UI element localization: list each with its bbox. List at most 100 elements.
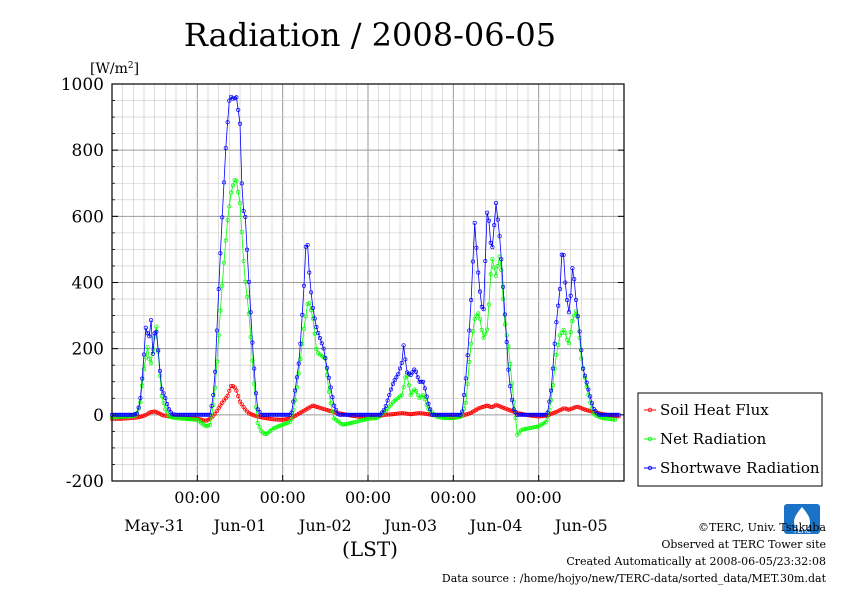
- data-point: [141, 367, 147, 372]
- data-point: [239, 402, 244, 407]
- series-line: [111, 179, 616, 436]
- data-point: [207, 412, 212, 417]
- data-point: [218, 403, 223, 408]
- data-point: [325, 365, 330, 371]
- data-point: [262, 432, 267, 437]
- data-point: [460, 409, 465, 414]
- data-point: [309, 290, 314, 295]
- data-source-text: Data source : /home/hojyo/new/TERC-data/…: [441, 572, 826, 585]
- data-point: [300, 312, 305, 317]
- data-point: [502, 406, 507, 411]
- y-tick-label: 600: [72, 207, 104, 227]
- data-point: [467, 411, 472, 416]
- data-point: [579, 356, 584, 361]
- data-point: [415, 375, 420, 380]
- data-point: [581, 406, 586, 411]
- data-point: [549, 388, 554, 393]
- data-point: [234, 95, 239, 100]
- data-point: [245, 294, 250, 299]
- data-point: [481, 335, 486, 340]
- data-point: [383, 403, 388, 409]
- data-point: [278, 423, 283, 428]
- y-tick-label: -200: [66, 472, 104, 492]
- data-point: [410, 390, 415, 395]
- data-point: [413, 369, 419, 374]
- data-point: [467, 328, 472, 333]
- data-point: [234, 178, 239, 184]
- data-point: [255, 407, 260, 412]
- data-point: [508, 384, 513, 389]
- observed-text: Observed at TERC Tower site: [661, 538, 826, 551]
- data-point: [141, 413, 147, 418]
- data-point: [134, 411, 139, 416]
- data-point: [289, 417, 294, 422]
- data-point: [495, 217, 500, 222]
- data-point: [213, 369, 218, 374]
- data-point: [476, 406, 481, 411]
- data-point: [490, 245, 495, 250]
- data-point: [463, 376, 468, 381]
- data-point: [579, 348, 584, 353]
- data-point: [474, 314, 479, 319]
- data-point: [157, 368, 163, 374]
- data-point: [150, 351, 155, 356]
- data-point: [495, 403, 500, 408]
- data-point: [305, 242, 310, 248]
- data-point: [161, 400, 166, 406]
- data-point: [252, 381, 257, 387]
- data-point: [557, 333, 563, 338]
- data-point: [566, 310, 571, 315]
- legend-marker: [647, 436, 653, 442]
- data-point: [470, 259, 475, 264]
- data-point: [154, 410, 159, 415]
- data-point: [413, 388, 419, 393]
- data-point: [243, 214, 248, 220]
- data-point: [421, 379, 426, 384]
- data-point: [504, 340, 509, 345]
- data-point: [246, 279, 251, 284]
- data-point: [239, 181, 244, 186]
- data-point: [250, 412, 255, 417]
- data-point: [573, 297, 579, 302]
- data-point: [485, 403, 490, 408]
- data-point: [485, 210, 490, 215]
- data-point: [348, 421, 353, 426]
- data-point: [237, 399, 243, 404]
- chart-title: Radiation / 2008-06-05: [184, 16, 556, 54]
- data-point: [227, 388, 232, 393]
- data-point: [488, 405, 493, 410]
- data-point: [221, 260, 227, 265]
- data-point: [303, 314, 308, 319]
- data-point: [501, 405, 506, 410]
- series-shortwave-radiation: [109, 94, 621, 417]
- copyright-text: ©TERC, Univ. Tsukuba: [697, 521, 826, 534]
- series-net-radiation: [109, 177, 618, 437]
- data-point: [239, 229, 244, 235]
- y-axis-label-end: ]: [134, 61, 139, 77]
- data-point: [140, 414, 145, 419]
- data-point: [584, 380, 589, 385]
- data-point: [577, 335, 582, 340]
- data-point: [469, 298, 474, 303]
- data-point: [501, 284, 506, 289]
- data-point: [252, 413, 257, 418]
- data-point: [577, 329, 582, 334]
- data-point: [588, 409, 593, 414]
- data-point: [213, 411, 218, 416]
- data-point: [474, 245, 479, 250]
- data-point: [149, 318, 154, 323]
- data-point: [415, 392, 420, 398]
- data-point: [465, 353, 470, 358]
- data-point: [330, 395, 335, 400]
- data-point: [554, 352, 559, 357]
- data-point: [485, 327, 490, 332]
- data-point: [613, 417, 618, 422]
- data-point: [513, 416, 518, 421]
- data-point: [486, 218, 491, 223]
- data-point: [163, 396, 168, 401]
- data-point: [579, 406, 584, 411]
- x-date-label: Jun-05: [553, 516, 608, 535]
- data-point: [131, 412, 136, 417]
- legend-item: Shortwave Radiation: [644, 459, 820, 477]
- data-point: [570, 319, 575, 324]
